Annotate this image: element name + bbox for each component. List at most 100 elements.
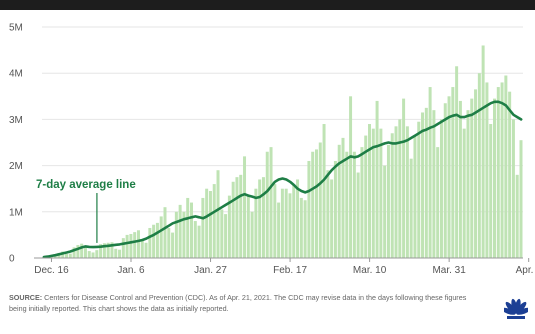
bar	[462, 128, 466, 258]
bar	[235, 177, 239, 258]
bar	[368, 124, 372, 259]
bar	[428, 87, 432, 258]
bar	[155, 222, 159, 258]
bar	[121, 238, 125, 258]
average-line	[42, 100, 523, 259]
annotation-label: 7-day average line	[36, 179, 136, 191]
bar	[466, 110, 470, 258]
bar	[250, 211, 254, 258]
top-header-band	[0, 0, 535, 10]
x-tick-label: Mar. 10	[353, 265, 387, 276]
y-tick-label: 2M	[9, 161, 23, 172]
bar	[292, 184, 296, 258]
bar	[330, 179, 334, 258]
bar	[125, 234, 129, 258]
bar	[163, 207, 167, 258]
source-note: SOURCE: Centers for Disease Control and …	[9, 292, 479, 314]
bar	[470, 98, 474, 258]
bar	[182, 211, 186, 258]
bar	[352, 151, 356, 258]
y-tick-label: 0	[9, 254, 15, 265]
bar	[65, 253, 69, 258]
y-tick-label: 1M	[9, 207, 23, 218]
bar	[265, 151, 269, 258]
y-tick-label: 3M	[9, 115, 23, 126]
bar	[394, 126, 398, 258]
bar	[504, 75, 508, 258]
bar	[288, 193, 292, 258]
bar	[458, 100, 462, 258]
bar	[269, 147, 273, 258]
bar	[190, 202, 193, 258]
bar	[424, 107, 428, 258]
bar	[341, 137, 345, 258]
bar	[474, 89, 478, 259]
bar	[299, 197, 303, 258]
bar	[477, 73, 481, 258]
y-tick-label: 4M	[9, 69, 23, 80]
nbc-peacock-icon	[504, 298, 528, 319]
bar	[140, 240, 144, 258]
bar	[254, 188, 258, 258]
bar	[379, 128, 383, 258]
axes: 0 1M 2M 3M 4M 5M Dec. 16 Jan. 6 Jan. 27 Feb. 17 Ma…	[9, 23, 535, 277]
bar	[212, 184, 216, 258]
bar	[114, 248, 118, 258]
bar	[231, 181, 235, 258]
bar	[273, 184, 277, 258]
bar	[87, 251, 91, 258]
bar	[413, 135, 417, 258]
annotation: 7-day average line	[36, 179, 136, 243]
bar	[508, 91, 512, 259]
bar	[110, 242, 114, 258]
bar	[405, 126, 409, 258]
bar	[159, 216, 163, 258]
bar	[371, 128, 375, 258]
bar	[133, 232, 137, 258]
bar	[258, 179, 262, 258]
bar	[83, 246, 87, 258]
bar	[356, 172, 360, 258]
bar	[436, 147, 440, 258]
bar	[239, 174, 243, 258]
bar	[515, 174, 519, 258]
bar	[311, 151, 315, 258]
line-series	[42, 100, 523, 259]
bar	[333, 160, 337, 258]
bar	[148, 227, 152, 258]
bar	[402, 98, 406, 258]
bar	[345, 151, 349, 258]
bar	[493, 98, 496, 258]
bar	[144, 242, 148, 258]
x-tick-label: Jan. 27	[194, 265, 227, 276]
bar	[511, 119, 515, 259]
bar	[500, 82, 504, 258]
bar	[318, 142, 322, 258]
bar	[375, 100, 379, 258]
bar	[447, 96, 451, 258]
bar	[303, 200, 307, 258]
bar	[314, 149, 318, 258]
bar	[80, 243, 84, 258]
bar	[337, 144, 341, 258]
bar	[201, 197, 205, 258]
bar	[102, 243, 106, 258]
bar	[386, 144, 390, 258]
bar	[489, 124, 493, 259]
bar	[390, 133, 394, 258]
source-label: SOURCE:	[9, 293, 43, 302]
bar	[136, 230, 140, 258]
source-text: Centers for Disease Control and Preventi…	[9, 293, 467, 313]
bar	[519, 140, 523, 258]
bar	[481, 45, 485, 259]
bar-series	[42, 45, 523, 259]
bar	[349, 96, 353, 258]
bar	[277, 202, 281, 258]
x-tick-label: Apr. 2	[516, 265, 535, 276]
bar	[432, 110, 436, 258]
x-tick-label: Feb. 17	[273, 265, 307, 276]
x-tick-label: Mar. 31	[432, 265, 466, 276]
bar	[322, 124, 326, 259]
bar	[99, 244, 103, 258]
